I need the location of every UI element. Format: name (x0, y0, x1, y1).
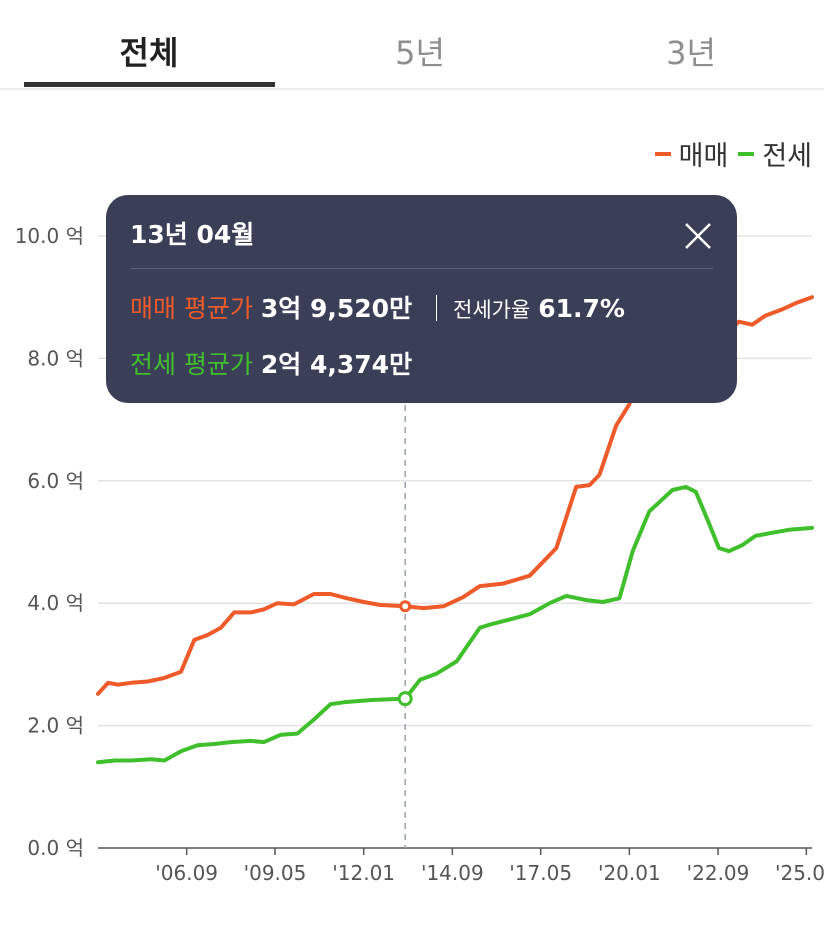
tooltip-jeonse-value: 2억 4,374만 (260, 350, 413, 379)
tooltip-date: 13년 04월 (130, 220, 255, 249)
tooltip-sale-row: 매매 평균가 3억 9,520만 전세가율 61.7% (130, 289, 625, 325)
tooltip-jeonse-row: 전세 평균가 2억 4,374만 (130, 345, 412, 381)
jeonse-series-line (96, 484, 814, 765)
x-tick-label: '12.01 (332, 861, 395, 885)
y-tick-label: 2.0 억 (27, 714, 84, 738)
x-tick-label: '20.01 (598, 861, 661, 885)
jeonse-highlight-point (397, 691, 413, 707)
y-tick-label: 6.0 억 (27, 469, 84, 493)
tooltip-separator (436, 295, 438, 321)
data-tooltip: 13년 04월 매매 평균가 3억 9,520만 전세가율 61.7% 전세 평… (106, 195, 737, 403)
tab-all[interactable]: 전체 (119, 34, 179, 72)
y-tick-label: 10.0 억 (15, 224, 84, 248)
chart-legend: 매매 전세 (654, 134, 812, 173)
legend-item-sale: 매매 (654, 134, 729, 173)
close-icon[interactable] (683, 221, 713, 251)
x-tick-label: '22.09 (687, 861, 750, 885)
legend-swatch-jeonse (738, 151, 755, 156)
x-tick-label: '17.05 (509, 861, 572, 885)
tooltip-divider (130, 268, 713, 269)
y-tick-label: 4.0 억 (27, 591, 84, 615)
x-tick-label: '09.05 (244, 861, 307, 885)
x-tick-label: '25.05 (775, 861, 824, 885)
tooltip-ratio-value: 61.7% (538, 294, 625, 323)
y-tick-label: 0.0 억 (27, 836, 84, 860)
active-tab-indicator (24, 82, 275, 87)
y-tick-label: 8.0 억 (27, 346, 84, 370)
sale-highlight-point (399, 600, 412, 613)
x-tick-label: '06.09 (155, 861, 218, 885)
legend-swatch-sale (654, 151, 671, 156)
x-tick-label: '14.09 (421, 861, 484, 885)
tooltip-jeonse-label: 전세 평균가 (130, 350, 253, 379)
tab-5-years[interactable]: 5년 (395, 34, 445, 72)
tooltip-sale-label: 매매 평균가 (130, 294, 253, 323)
tooltip-sale-value: 3억 9,520만 (260, 294, 413, 323)
period-tabs: 전체 5년 3년 (0, 0, 824, 90)
tooltip-ratio-label: 전세가율 (453, 298, 531, 322)
tab-3-years[interactable]: 3년 (666, 34, 716, 72)
legend-item-jeonse: 전세 (738, 134, 812, 173)
legend-label-sale: 매매 (678, 141, 729, 172)
legend-label-jeonse: 전세 (762, 141, 812, 172)
